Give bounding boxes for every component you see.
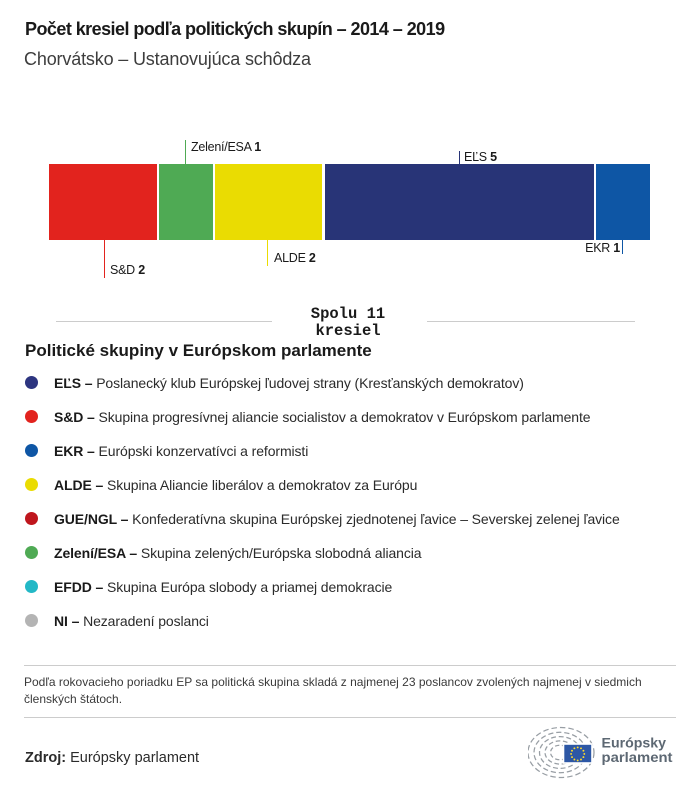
svg-text:parlament: parlament [602, 749, 673, 765]
svg-text:Európsky: Európsky [602, 734, 667, 750]
